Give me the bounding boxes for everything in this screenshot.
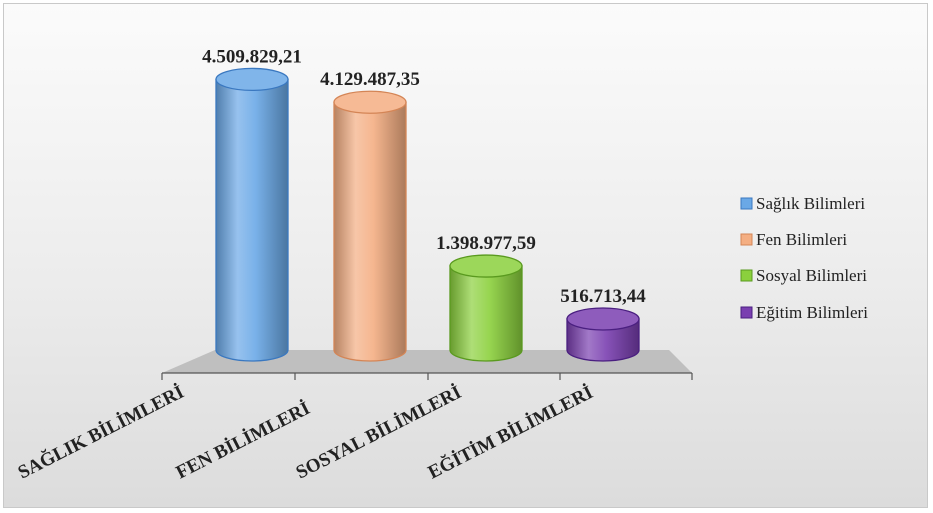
bar-2-body xyxy=(333,101,407,362)
category-label-1: SAĞLIK BİLİMLERİ xyxy=(14,381,187,484)
bar-1-body xyxy=(215,78,289,362)
bar-4-top xyxy=(566,307,640,331)
legend-swatch-1 xyxy=(740,197,753,210)
bar-2-top xyxy=(333,90,407,114)
value-label-4: 516.713,44 xyxy=(560,286,646,307)
legend-label-4: Eğitim Bilimleri xyxy=(756,303,868,322)
bar-3-top xyxy=(449,254,523,278)
bar-1-top xyxy=(215,67,289,92)
legend-label-2: Fen Bilimleri xyxy=(756,230,847,249)
bar-4-body xyxy=(566,318,640,362)
chart-area xyxy=(3,3,928,508)
legend-swatch-2 xyxy=(740,233,753,246)
value-label-3: 1.398.977,59 xyxy=(436,233,536,254)
legend-swatch-3 xyxy=(740,269,753,282)
legend: Sağlık Bilimleri Fen Bilimleri Sosyal Bili… xyxy=(740,194,868,322)
legend-label-1: Sağlık Bilimleri xyxy=(756,194,865,213)
legend-label-3: Sosyal Bilimleri xyxy=(756,266,867,285)
legend-swatch-4 xyxy=(740,306,753,319)
category-label-2: FEN BİLİMLERİ xyxy=(173,398,314,484)
bar-3-body xyxy=(449,265,523,362)
value-label-2: 4.129.487,35 xyxy=(320,69,420,90)
chart-floor xyxy=(162,350,692,373)
value-label-1: 4.509.829,21 xyxy=(202,46,302,67)
